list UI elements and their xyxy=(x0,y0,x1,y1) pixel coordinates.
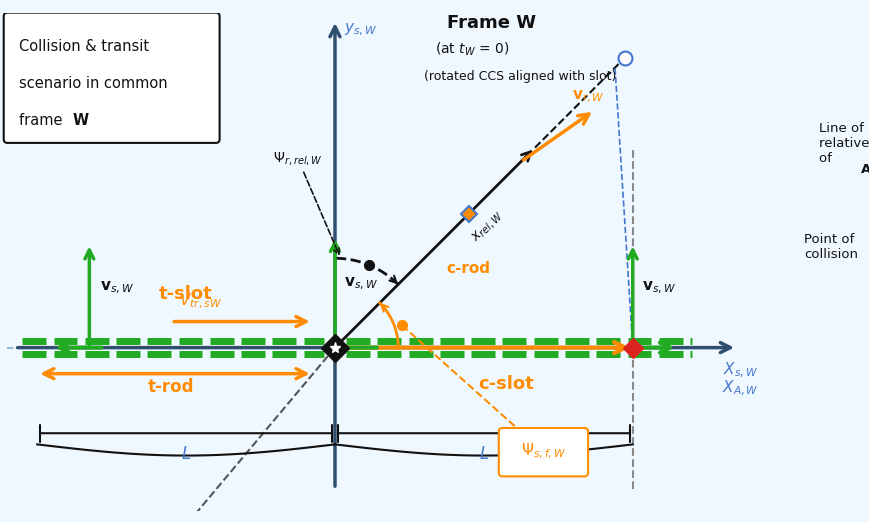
Text: $\mathbf{v}_{s,W}$: $\mathbf{v}_{s,W}$ xyxy=(101,280,135,296)
Text: $X_{A,W}$: $X_{A,W}$ xyxy=(722,379,759,398)
Text: t-slot: t-slot xyxy=(159,285,213,303)
Text: Point of
collision: Point of collision xyxy=(804,233,858,262)
Text: $\mathbf{v}_{s,W}$: $\mathbf{v}_{s,W}$ xyxy=(641,280,676,296)
Text: (rotated CCS aligned with slot): (rotated CCS aligned with slot) xyxy=(424,69,617,82)
Text: $x_{rel,W}$: $x_{rel,W}$ xyxy=(470,209,507,246)
Text: t-rod: t-rod xyxy=(148,378,195,396)
Text: $\Psi_{s,f,W}$: $\Psi_{s,f,W}$ xyxy=(521,442,566,461)
Text: $X_{s,W}$: $X_{s,W}$ xyxy=(723,361,758,381)
Text: W: W xyxy=(72,113,89,128)
Text: $L$: $L$ xyxy=(181,445,191,463)
Text: scenario in common: scenario in common xyxy=(18,76,167,91)
Text: Line of
relative motion
of: Line of relative motion of xyxy=(819,122,869,164)
FancyBboxPatch shape xyxy=(3,13,220,143)
Text: (at $t_W$ = 0): (at $t_W$ = 0) xyxy=(435,41,510,58)
Text: $V_{tr,sW}$: $V_{tr,sW}$ xyxy=(179,292,222,311)
Text: A: A xyxy=(861,163,869,176)
Text: Frame W: Frame W xyxy=(447,14,536,31)
Text: Collision & transit: Collision & transit xyxy=(18,39,149,54)
Text: $\Psi_{r,rel,W}$: $\Psi_{r,rel,W}$ xyxy=(273,150,339,254)
Text: $y_{s,W}$: $y_{s,W}$ xyxy=(344,21,377,38)
Text: $L$: $L$ xyxy=(479,445,489,463)
Text: $\mathbf{v}_{r,W}$: $\mathbf{v}_{r,W}$ xyxy=(572,89,605,105)
FancyBboxPatch shape xyxy=(499,428,588,477)
Text: $\mathbf{v}_{s,W}$: $\mathbf{v}_{s,W}$ xyxy=(344,276,378,292)
Text: c-rod: c-rod xyxy=(447,261,491,276)
Text: frame: frame xyxy=(18,113,67,128)
Text: c-slot: c-slot xyxy=(478,375,534,393)
